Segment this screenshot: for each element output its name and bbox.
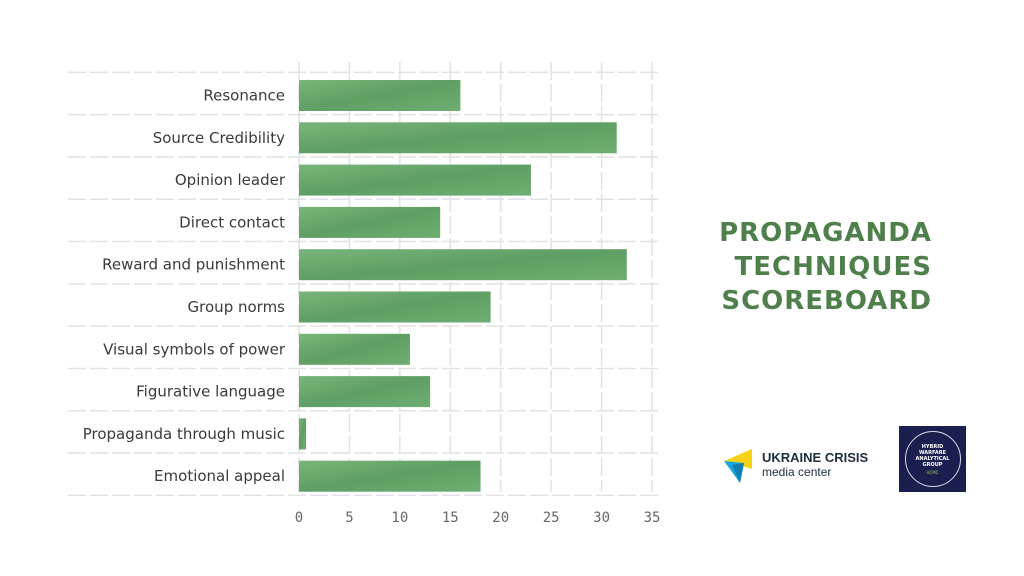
x-tick-label: 0: [295, 510, 303, 526]
bar-visual-symbols-of-power: [299, 333, 410, 365]
bar-emotional-appeal: [299, 460, 481, 492]
category-label: Opinion leader: [175, 171, 286, 189]
x-axis-ticks: 0 5 10 15 20 25 30 35: [295, 510, 661, 526]
bar-group-norms: [299, 291, 491, 323]
x-tick-label: 30: [593, 510, 610, 526]
bar-opinion-leader: [299, 164, 531, 196]
category-label: Visual symbols of power: [103, 340, 286, 358]
hwag-line-2: WARFARE: [919, 449, 946, 456]
x-tick-label: 5: [345, 510, 353, 526]
bar-direct-contact: [299, 206, 441, 238]
title-line-1: PROPAGANDA: [719, 218, 932, 248]
title-line-2: TECHNIQUES: [734, 252, 932, 282]
x-tick-label: 15: [442, 510, 459, 526]
x-tick-label: 20: [492, 510, 509, 526]
bar-figurative-language: [299, 376, 431, 408]
hwag-line-4: GROUP: [922, 461, 943, 468]
x-tick-label: 10: [391, 510, 408, 526]
ucmc-subtitle: media center: [762, 465, 832, 479]
bar-propaganda-through-music: [299, 418, 307, 450]
category-label: Propaganda through music: [83, 425, 285, 443]
hwag-logo: HYBRID WARFARE ANALYTICAL GROUP UCMC: [899, 426, 966, 492]
category-label: Emotional appeal: [154, 467, 285, 485]
hwag-emblem: HYBRID WARFARE ANALYTICAL GROUP UCMC: [904, 431, 961, 487]
title-line-3: SCOREBOARD: [721, 286, 932, 316]
ucmc-name: UKRAINE CRISIS: [762, 450, 869, 465]
bar-reward-and-punishment: [299, 249, 627, 281]
hwag-sub: UCMC: [926, 469, 939, 475]
category-label: Group norms: [188, 298, 286, 316]
category-label: Reward and punishment: [102, 256, 285, 274]
x-tick-label: 35: [644, 510, 661, 526]
bar-source-credibility: [299, 122, 617, 154]
bar-resonance: [299, 80, 461, 111]
hwag-line-3: ANALYTICAL: [915, 455, 950, 462]
category-label: Figurative language: [136, 383, 285, 401]
category-label: Direct contact: [179, 213, 285, 231]
category-labels: Resonance Source Credibility Opinion leade…: [83, 87, 286, 486]
chart-title: PROPAGANDA TECHNIQUES SCOREBOARD: [719, 216, 932, 318]
ucmc-emblem-icon: [724, 449, 752, 483]
bars: [299, 80, 627, 492]
hwag-line-1: HYBRID: [921, 443, 944, 450]
x-tick-label: 25: [543, 510, 560, 526]
category-label: Resonance: [203, 87, 285, 105]
ucmc-logo: UKRAINE CRISIS media center: [722, 447, 868, 483]
category-label: Source Credibility: [153, 129, 285, 147]
